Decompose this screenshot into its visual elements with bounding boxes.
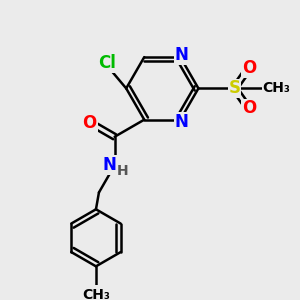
Text: N: N [174,112,188,130]
Text: O: O [242,99,256,117]
Text: N: N [174,46,188,64]
Text: H: H [116,164,128,178]
Text: S: S [229,80,241,98]
Text: CH₃: CH₃ [262,81,290,95]
Text: N: N [103,156,117,174]
Text: CH₃: CH₃ [82,288,110,300]
Text: Cl: Cl [98,54,116,72]
Text: O: O [82,115,97,133]
Text: O: O [242,59,256,77]
